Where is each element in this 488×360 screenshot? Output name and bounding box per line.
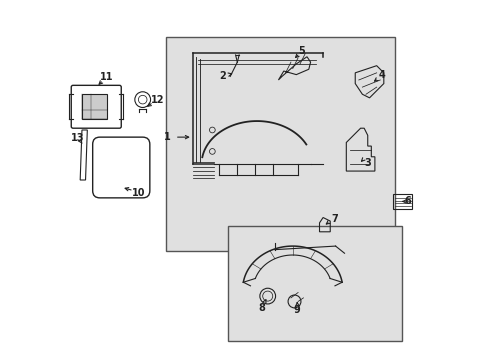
FancyBboxPatch shape — [93, 137, 149, 198]
Text: 5: 5 — [298, 46, 305, 56]
Text: 8: 8 — [258, 302, 264, 312]
Text: 13: 13 — [70, 133, 84, 143]
Text: 11: 11 — [100, 72, 114, 82]
Text: 2: 2 — [219, 71, 226, 81]
Text: 1: 1 — [164, 132, 171, 142]
Text: 4: 4 — [378, 70, 385, 80]
Text: 3: 3 — [364, 158, 370, 168]
FancyBboxPatch shape — [165, 37, 394, 251]
FancyBboxPatch shape — [71, 85, 121, 128]
Text: 7: 7 — [330, 214, 337, 224]
Text: 9: 9 — [293, 305, 300, 315]
FancyBboxPatch shape — [228, 226, 401, 341]
Text: 10: 10 — [132, 188, 145, 198]
Text: 12: 12 — [151, 95, 164, 105]
Text: 6: 6 — [403, 197, 410, 206]
Bar — [82, 94, 107, 119]
